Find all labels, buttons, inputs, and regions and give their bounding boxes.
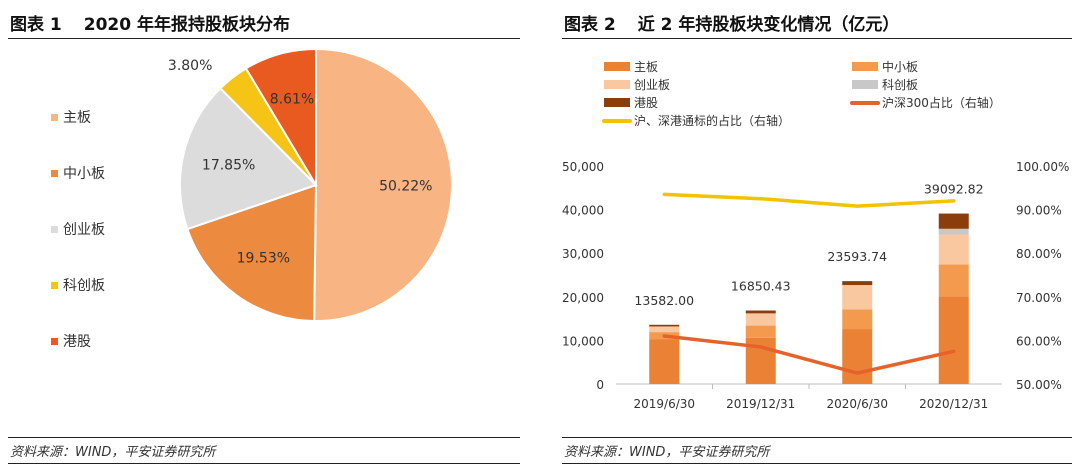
bar-4-segment-5: [938, 213, 969, 229]
y-left-tick-3: 20,000: [562, 291, 604, 305]
pie-legend-label-3: 创业板: [63, 222, 105, 238]
figure-2-source: 资料来源：WIND，平安证券研究所: [564, 445, 770, 460]
x-tick-4: 2020/12/31: [919, 397, 988, 411]
x-tick-3: 2020/6/30: [826, 397, 888, 411]
bar-legend-label-2: 中小板: [882, 59, 918, 74]
pie-slice-1: [313, 47, 453, 322]
figure-1-bottom-rule: [8, 437, 520, 438]
bar-legend-swatch-2: [852, 62, 878, 71]
bar-total-label-2: 16850.43: [731, 279, 791, 294]
y-right-tick-6: 100.00%: [1016, 160, 1069, 174]
pie-labels: 50.22% 19.53% 17.85% 3.80% 8.61%: [168, 58, 433, 266]
y-right-tick-2: 60.00%: [1016, 334, 1062, 348]
bar-1-segment-1: [649, 339, 680, 384]
bar-total-labels: 13582.00 16850.43 23593.74 39092.82: [634, 182, 983, 308]
figure-2-source-rule: [562, 463, 1072, 464]
y-left-tick-5: 40,000: [562, 204, 604, 218]
pie-label-4: 3.80%: [168, 58, 212, 74]
pie-slice-3: [179, 86, 318, 231]
pie-legend-swatch-4: [51, 282, 58, 289]
bar-total-label-3: 23593.74: [827, 249, 887, 264]
y-right-tick-5: 90.00%: [1016, 204, 1062, 218]
figure-1-top-rule: [8, 38, 520, 39]
bar-legend-label-7: 沪、深港通标的占比（右轴）: [634, 113, 790, 128]
line-series-2: [662, 192, 956, 208]
pie-slices: [179, 47, 453, 323]
y-right-tick-3: 70.00%: [1016, 291, 1062, 305]
figure-1-title-text: 2020 年年报持股板块分布: [83, 15, 290, 35]
bar-4-segment-2: [938, 264, 969, 297]
figure-1-label: 图表 1: [10, 15, 62, 35]
x-tick-1: 2019/6/30: [633, 397, 695, 411]
figure-2-bottom-rule: [562, 437, 1072, 438]
bar-axes: 0 10,000 20,000 30,000 40,000 50,000 50.00% 60.…: [562, 160, 1069, 411]
y-left-tick-2: 10,000: [562, 334, 604, 348]
bar-legend-swatch-4: [852, 80, 878, 89]
bar-legend-label-5: 港股: [634, 96, 658, 110]
pie-label-2: 19.53%: [237, 251, 290, 267]
pie-slice-5: [244, 47, 317, 189]
figure-2-label: 图表 2: [564, 15, 616, 35]
pie-legend-label-5: 港股: [63, 334, 91, 350]
pie-label-1: 50.22%: [379, 179, 432, 195]
bar-legend-swatch-1: [604, 62, 630, 71]
y-left-tick-1: 0: [596, 378, 604, 392]
bar-2-segment-5: [745, 310, 776, 314]
bar-total-label-4: 39092.82: [924, 182, 984, 197]
bar-4-segment-3: [938, 234, 969, 265]
bar-4-segment-1: [938, 296, 969, 384]
bar-legend-label-6: 沪深300占比（右轴）: [882, 95, 1001, 110]
pie-legend-swatch-1: [51, 114, 58, 121]
y-left-tick-6: 50,000: [562, 160, 604, 174]
figure-2-panel: 图表 2 近 2 年持股板块变化情况（亿元） 主板 中小板创业板 科创板港股 沪深300…: [562, 0, 1072, 472]
figure-2-title: 图表 2 近 2 年持股板块变化情况（亿元）: [564, 10, 899, 35]
figure-1-title: 图表 1 2020 年年报持股板块分布: [10, 10, 290, 35]
bar-legend-swatch-5: [604, 98, 630, 107]
bar-3-segment-5: [842, 281, 873, 286]
bar-legend-label-4: 科创板: [882, 78, 918, 92]
figure-2-top-rule: [562, 38, 1072, 39]
pie-legend-swatch-5: [51, 338, 58, 345]
bar-1-segment-5: [649, 324, 680, 327]
bar-legend-label-3: 创业板: [634, 78, 670, 92]
figure-1-source: 资料来源：WIND，平安证券研究所: [10, 445, 216, 460]
bar-total-label-1: 13582.00: [634, 293, 694, 308]
bar-legend-label-1: 主板: [634, 60, 658, 74]
pie-legend-swatch-2: [51, 170, 58, 177]
bar-2-segment-2: [745, 325, 776, 338]
pie-legend-swatch-3: [51, 226, 58, 233]
bar-2-segment-3: [745, 313, 776, 326]
pie-legend-label-4: 科创板: [63, 278, 105, 294]
figure-1-source-rule: [8, 463, 520, 464]
bar-3-segment-3: [842, 285, 873, 310]
figure-2-title-text: 近 2 年持股板块变化情况（亿元）: [637, 15, 900, 35]
bar-3-segment-2: [842, 309, 873, 330]
bar-4-segment-4: [938, 228, 969, 235]
pie-label-3: 17.85%: [202, 158, 255, 174]
x-tick-2: 2019/12/31: [726, 397, 795, 411]
pie-legend-label-1: 主板: [63, 110, 91, 126]
figure-1-panel: 图表 1 2020 年年报持股板块分布 主板中小板创业板科创板港股 50.22% 1…: [8, 0, 520, 472]
bar-legend-swatch-3: [604, 80, 630, 89]
bar-1-segment-3: [649, 326, 680, 333]
bar-lines: [662, 192, 956, 375]
y-right-tick-1: 50.00%: [1016, 378, 1062, 392]
bar-3-segment-1: [842, 329, 873, 384]
y-left-tick-4: 30,000: [562, 247, 604, 261]
pie-legend-label-2: 中小板: [63, 166, 105, 182]
line-series-1: [662, 334, 956, 375]
pie-label-5: 8.61%: [270, 92, 314, 108]
y-right-tick-4: 80.00%: [1016, 247, 1062, 261]
